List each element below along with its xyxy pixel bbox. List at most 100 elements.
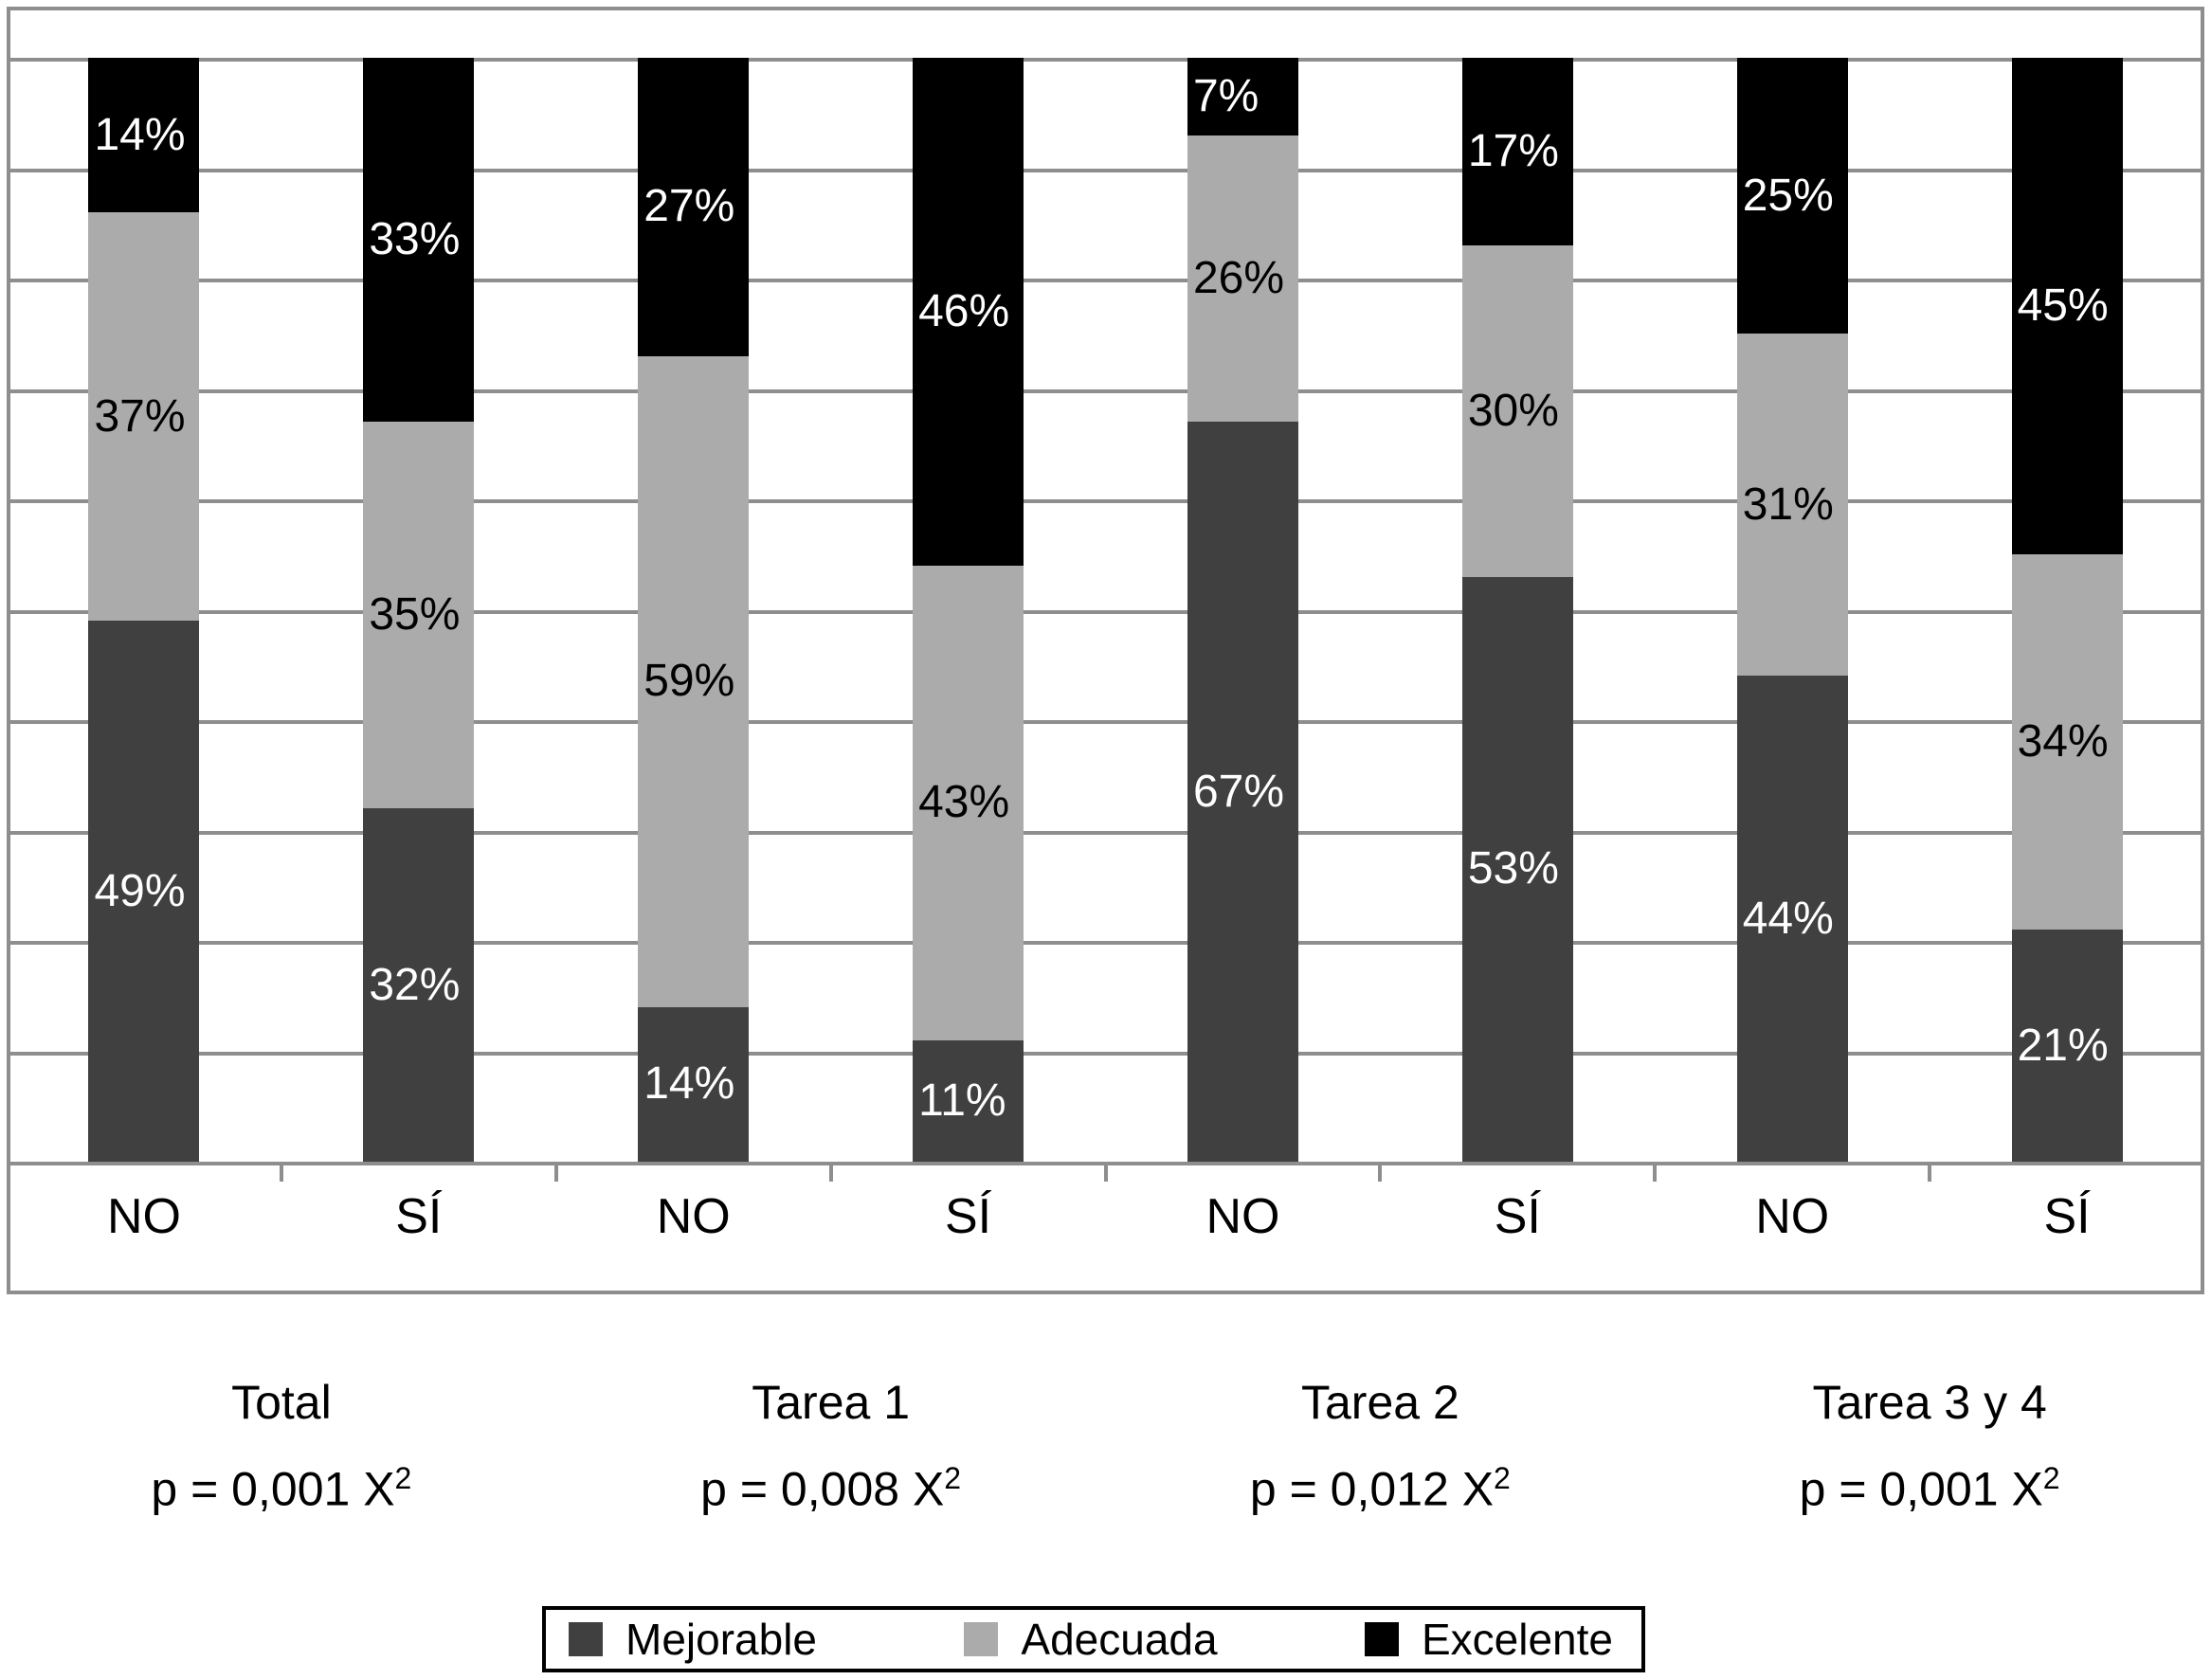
axis-tick xyxy=(1378,1165,1383,1182)
group-title: Tarea 1 xyxy=(752,1376,911,1429)
segment-adecuada: 34% xyxy=(2011,554,2123,930)
p-value-text: p = 0,012 X xyxy=(1249,1462,1495,1516)
segment-value-label: 53% xyxy=(1467,843,1559,894)
segment-value-label: 26% xyxy=(1192,252,1285,303)
group-label-total: Total p = 0,001 X2 xyxy=(0,1364,585,1527)
axis-tick xyxy=(279,1165,283,1182)
segment-value-label: 30% xyxy=(1467,385,1559,436)
segment-mejorable: 53% xyxy=(1461,576,1573,1162)
axis-tick xyxy=(1653,1165,1658,1182)
segment-value-label: 32% xyxy=(369,959,461,1010)
category-label-sí: SÍ xyxy=(395,1189,443,1244)
bar-tarea-3-y-4-sí: 45% 34% 21% xyxy=(2011,58,2123,1162)
axis-tick xyxy=(828,1165,833,1182)
segment-adecuada: 30% xyxy=(1461,245,1573,577)
segment-value-label: 37% xyxy=(94,390,186,442)
p-value-text: p = 0,001 X xyxy=(151,1462,395,1516)
legend-swatch-adecuada-icon xyxy=(964,1622,999,1656)
segment-excelente: 33% xyxy=(363,58,475,423)
legend-label-mejorable: Mejorable xyxy=(625,1615,817,1664)
segment-mejorable: 49% xyxy=(88,621,200,1162)
segment-value-label: 27% xyxy=(643,181,735,232)
segment-value-label: 45% xyxy=(2017,280,2109,332)
segment-adecuada: 26% xyxy=(1187,135,1298,423)
segment-excelente: 25% xyxy=(1736,58,1848,334)
segment-value-label: 46% xyxy=(918,285,1010,336)
category-label-no: NO xyxy=(1205,1189,1280,1244)
gridline-80pct xyxy=(10,279,2201,282)
segment-adecuada: 31% xyxy=(1736,334,1848,677)
gridline-10pct xyxy=(10,1051,2201,1056)
gridline-30pct xyxy=(10,830,2201,835)
segment-value-label: 21% xyxy=(2017,1020,2109,1071)
category-label-sí: SÍ xyxy=(1494,1189,1541,1244)
segment-value-label: 25% xyxy=(1742,170,1834,221)
axis-tick xyxy=(1928,1165,1932,1182)
p-value-text: p = 0,001 X xyxy=(1799,1462,2043,1516)
segment-excelente: 14% xyxy=(88,58,200,213)
group-title: Total xyxy=(231,1376,332,1429)
bar-tarea-2-sí: 17% 30% 53% xyxy=(1461,58,1573,1162)
segment-value-label: 14% xyxy=(94,109,186,160)
chi-squared-exponent: 2 xyxy=(944,1461,962,1495)
category-label-no: NO xyxy=(106,1189,181,1244)
segment-value-label: 11% xyxy=(918,1075,1006,1126)
category-label-sí: SÍ xyxy=(2043,1189,2091,1244)
segment-mejorable: 14% xyxy=(638,1006,750,1162)
segment-adecuada: 59% xyxy=(638,355,750,1007)
gridline-20pct xyxy=(10,941,2201,945)
gridline-100pct xyxy=(10,58,2201,62)
gridline-50pct xyxy=(10,609,2201,614)
segment-mejorable: 44% xyxy=(1736,676,1848,1162)
bar-tarea-3-y-4-no: 25% 31% 44% xyxy=(1736,58,1848,1162)
legend: Mejorable Adecuada Excelente xyxy=(542,1606,1645,1672)
legend-label-adecuada: Adecuada xyxy=(1021,1615,1218,1664)
gridline-70pct xyxy=(10,388,2201,393)
segment-value-label: 49% xyxy=(94,865,186,916)
segment-mejorable: 32% xyxy=(363,808,475,1162)
bar-tarea-1-sí: 46% 43% 11% xyxy=(913,58,1024,1162)
segment-value-label: 43% xyxy=(918,777,1010,828)
axis-tick xyxy=(553,1165,558,1182)
chi-squared-exponent: 2 xyxy=(1494,1461,1511,1495)
segment-value-label: 34% xyxy=(2017,716,2109,768)
segment-adecuada: 37% xyxy=(88,212,200,622)
category-label-no: NO xyxy=(1755,1189,1830,1244)
axis-tick xyxy=(1103,1165,1108,1182)
group-p-value: p = 0,001 X2 xyxy=(0,1440,585,1527)
segment-value-label: 17% xyxy=(1467,126,1559,177)
segment-excelente: 46% xyxy=(913,58,1024,566)
p-value-text: p = 0,008 X xyxy=(700,1462,945,1516)
group-title: Tarea 3 y 4 xyxy=(1812,1376,2047,1429)
legend-label-excelente: Excelente xyxy=(1421,1615,1613,1664)
legend-item-adecuada: Adecuada xyxy=(964,1615,1218,1664)
legend-swatch-excelente-icon xyxy=(1364,1622,1399,1656)
group-title: Tarea 2 xyxy=(1300,1376,1459,1429)
segment-value-label: 67% xyxy=(1192,766,1285,817)
segment-value-label: 31% xyxy=(1742,479,1834,530)
chi-squared-exponent: 2 xyxy=(394,1461,412,1495)
x-axis-line xyxy=(10,1162,2201,1165)
segment-mejorable: 67% xyxy=(1187,422,1298,1162)
gridline-40pct xyxy=(10,720,2201,724)
bar-tarea-2-no: 7% 26% 67% xyxy=(1187,58,1298,1162)
segment-value-label: 7% xyxy=(1192,70,1260,121)
category-label-sí: SÍ xyxy=(944,1189,992,1244)
plot-frame xyxy=(7,7,2204,1294)
bar-tarea-1-no: 27% 59% 14% xyxy=(638,58,750,1162)
segment-excelente: 27% xyxy=(638,58,750,356)
legend-item-mejorable: Mejorable xyxy=(569,1617,817,1661)
chi-squared-exponent: 2 xyxy=(2042,1461,2060,1495)
segment-mejorable: 21% xyxy=(2011,930,2123,1162)
segment-value-label: 35% xyxy=(369,589,461,641)
bar-total-no: 14% 37% 49% xyxy=(88,58,200,1162)
segment-value-label: 44% xyxy=(1742,893,1834,944)
bar-total-sí: 33% 35% 32% xyxy=(363,58,475,1162)
segment-excelente: 17% xyxy=(1461,58,1573,246)
segment-excelente: 45% xyxy=(2011,58,2123,555)
legend-swatch-mejorable-icon xyxy=(569,1622,603,1656)
group-label-tarea-2: Tarea 2 p = 0,012 X2 xyxy=(1077,1364,1683,1527)
segment-value-label: 33% xyxy=(369,214,461,265)
group-label-tarea-3-y-4: Tarea 3 y 4 p = 0,001 X2 xyxy=(1626,1364,2211,1527)
